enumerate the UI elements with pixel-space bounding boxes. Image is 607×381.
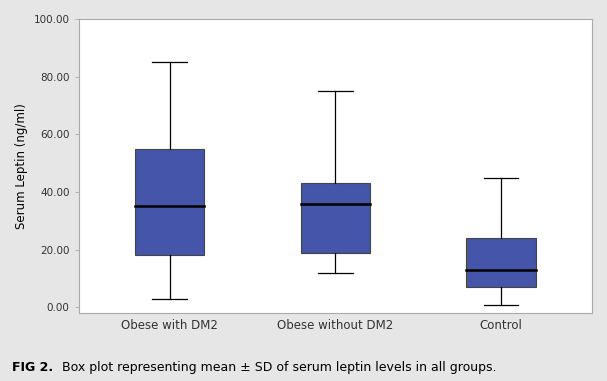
Text: FIG 2.: FIG 2.: [12, 362, 53, 375]
Text: Box plot representing mean ± SD of serum leptin levels in all groups.: Box plot representing mean ± SD of serum…: [58, 362, 496, 375]
Bar: [135, 149, 205, 256]
Bar: [300, 183, 370, 253]
Bar: [466, 238, 536, 287]
Y-axis label: Serum Leptin (ng/ml): Serum Leptin (ng/ml): [15, 103, 28, 229]
